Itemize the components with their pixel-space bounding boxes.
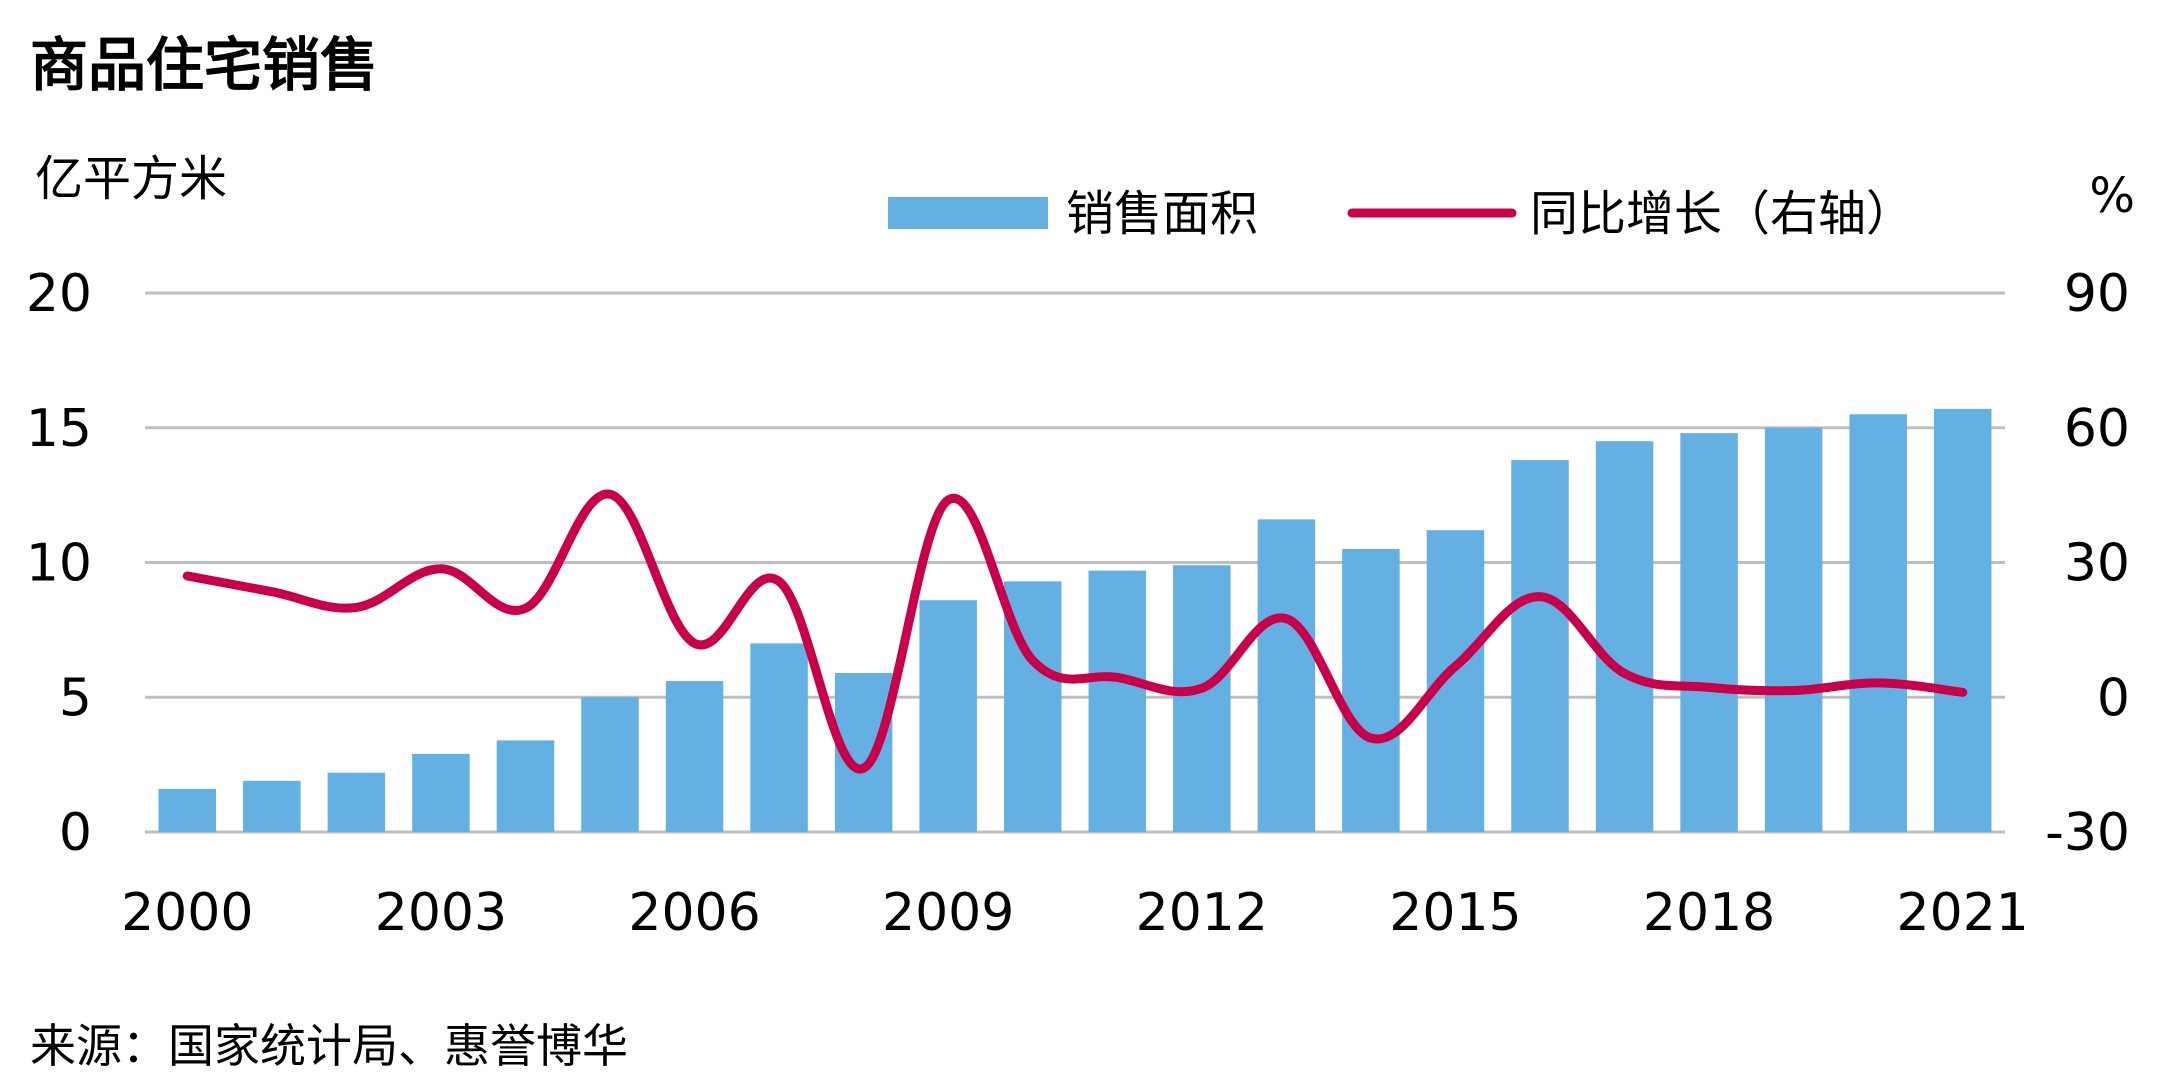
left-tick-label: 5 [59,668,92,728]
bar [1088,570,1147,832]
bar [1595,441,1654,832]
bar [581,697,639,832]
x-tick-label: 2003 [375,883,507,943]
growth-line [182,489,1968,774]
x-tick-label: 2012 [1136,883,1268,943]
legend-label-bar: 销售面积 [1066,186,1258,242]
x-tick-label: 2009 [882,883,1014,943]
line-series [182,489,1968,774]
bar [1849,414,1907,832]
chart-title: 商品住宅销售 [30,31,378,99]
bar [1173,565,1231,832]
x-tick-label: 2021 [1897,883,2029,943]
x-tick-label: 2000 [121,883,253,943]
left-tick-label: 20 [26,264,92,324]
bar [665,681,724,832]
bar [1511,460,1569,832]
right-axis-ticks: -30 0 30 60 90 [2045,264,2130,863]
bar [1933,408,1992,832]
left-tick-label: 15 [26,399,92,459]
right-tick-label: 0 [2097,668,2130,728]
bar-series [158,408,1992,832]
left-tick-label: 10 [26,534,92,594]
bar [750,643,808,832]
x-tick-label: 2018 [1643,883,1775,943]
bar [1680,433,1738,832]
bar [1764,427,1823,832]
bar [158,788,217,832]
right-tick-label: -30 [2045,803,2130,863]
bar [1342,549,1400,832]
left-axis-unit: 亿平方米 [35,151,227,207]
bar [919,600,977,832]
x-tick-label: 2015 [1389,883,1521,943]
bar [1257,519,1316,832]
x-axis-ticks: 2000 2003 2006 2009 2012 2015 2018 2021 [121,883,2029,943]
legend: 销售面积 同比增长（右轴） [888,186,1914,242]
x-tick-label: 2006 [628,883,760,943]
bar [327,772,386,832]
source-note: 来源：国家统计局、惠誉博华 [30,1019,628,1073]
left-tick-label: 0 [59,803,92,863]
right-axis-unit: % [2089,168,2135,224]
legend-label-line: 同比增长（右轴） [1530,186,1914,242]
right-tick-label: 30 [2064,534,2130,594]
right-tick-label: 60 [2064,399,2130,459]
left-axis-ticks: 0 5 10 15 20 [26,264,92,863]
bar [496,740,555,832]
bar [243,780,301,832]
legend-swatch-bar [888,197,1048,229]
bar [412,753,470,832]
right-tick-label: 90 [2064,264,2130,324]
